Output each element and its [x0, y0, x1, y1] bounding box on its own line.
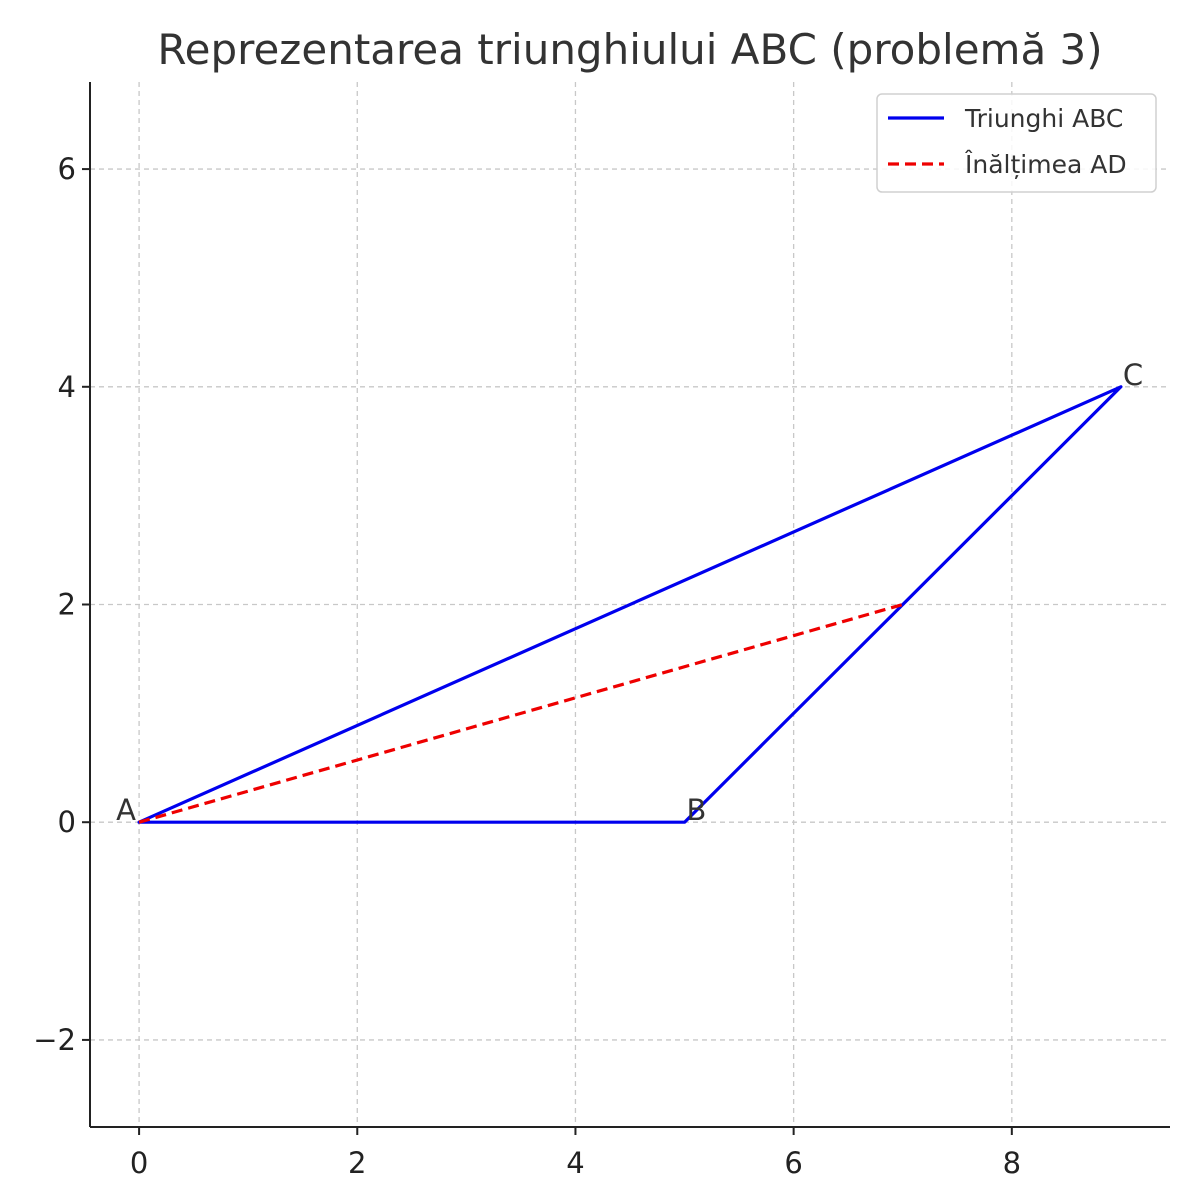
y-tick-label: 0 — [58, 805, 76, 839]
point-label-c: C — [1123, 358, 1143, 392]
point-labels: A B C — [116, 358, 1143, 827]
x-tick-label: 2 — [348, 1146, 366, 1180]
y-tick-label: −2 — [33, 1023, 76, 1057]
axes — [82, 82, 1170, 1135]
plot-series — [137, 385, 1123, 824]
legend: Triunghi ABC Înălțimea AD — [876, 93, 1157, 193]
chart-title: Reprezentarea triunghiului ABC (problemă… — [157, 25, 1102, 74]
y-tick-label: 2 — [58, 588, 76, 622]
point-label-a: A — [116, 793, 136, 827]
series-line-1 — [138, 602, 904, 824]
y-tick-label: 4 — [58, 370, 76, 404]
x-tick-label: 6 — [784, 1146, 802, 1180]
x-tick-label: 4 — [566, 1146, 584, 1180]
x-tick-label: 8 — [1003, 1146, 1021, 1180]
point-label-b: B — [687, 793, 707, 827]
tick-labels: 0 2 4 6 8 −2 0 2 4 6 — [33, 152, 1021, 1180]
legend-box — [876, 93, 1157, 193]
legend-label-0: Triunghi ABC — [964, 104, 1123, 133]
legend-label-1: Înălțimea AD — [964, 150, 1127, 179]
x-tick-label: 0 — [130, 1146, 148, 1180]
y-tick-label: 6 — [58, 152, 76, 186]
series-line-0 — [137, 385, 1123, 824]
